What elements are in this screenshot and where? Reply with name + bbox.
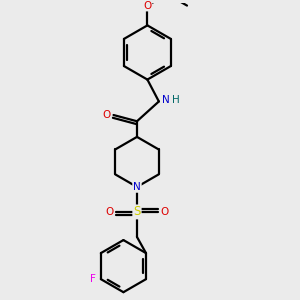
Text: O: O [160, 207, 169, 217]
Text: O: O [143, 1, 152, 10]
Text: H: H [172, 95, 180, 105]
Text: O: O [105, 207, 113, 217]
Text: N: N [162, 95, 170, 105]
Text: S: S [133, 206, 141, 218]
Text: O: O [103, 110, 111, 120]
Text: F: F [90, 274, 96, 284]
Text: N: N [133, 182, 141, 192]
